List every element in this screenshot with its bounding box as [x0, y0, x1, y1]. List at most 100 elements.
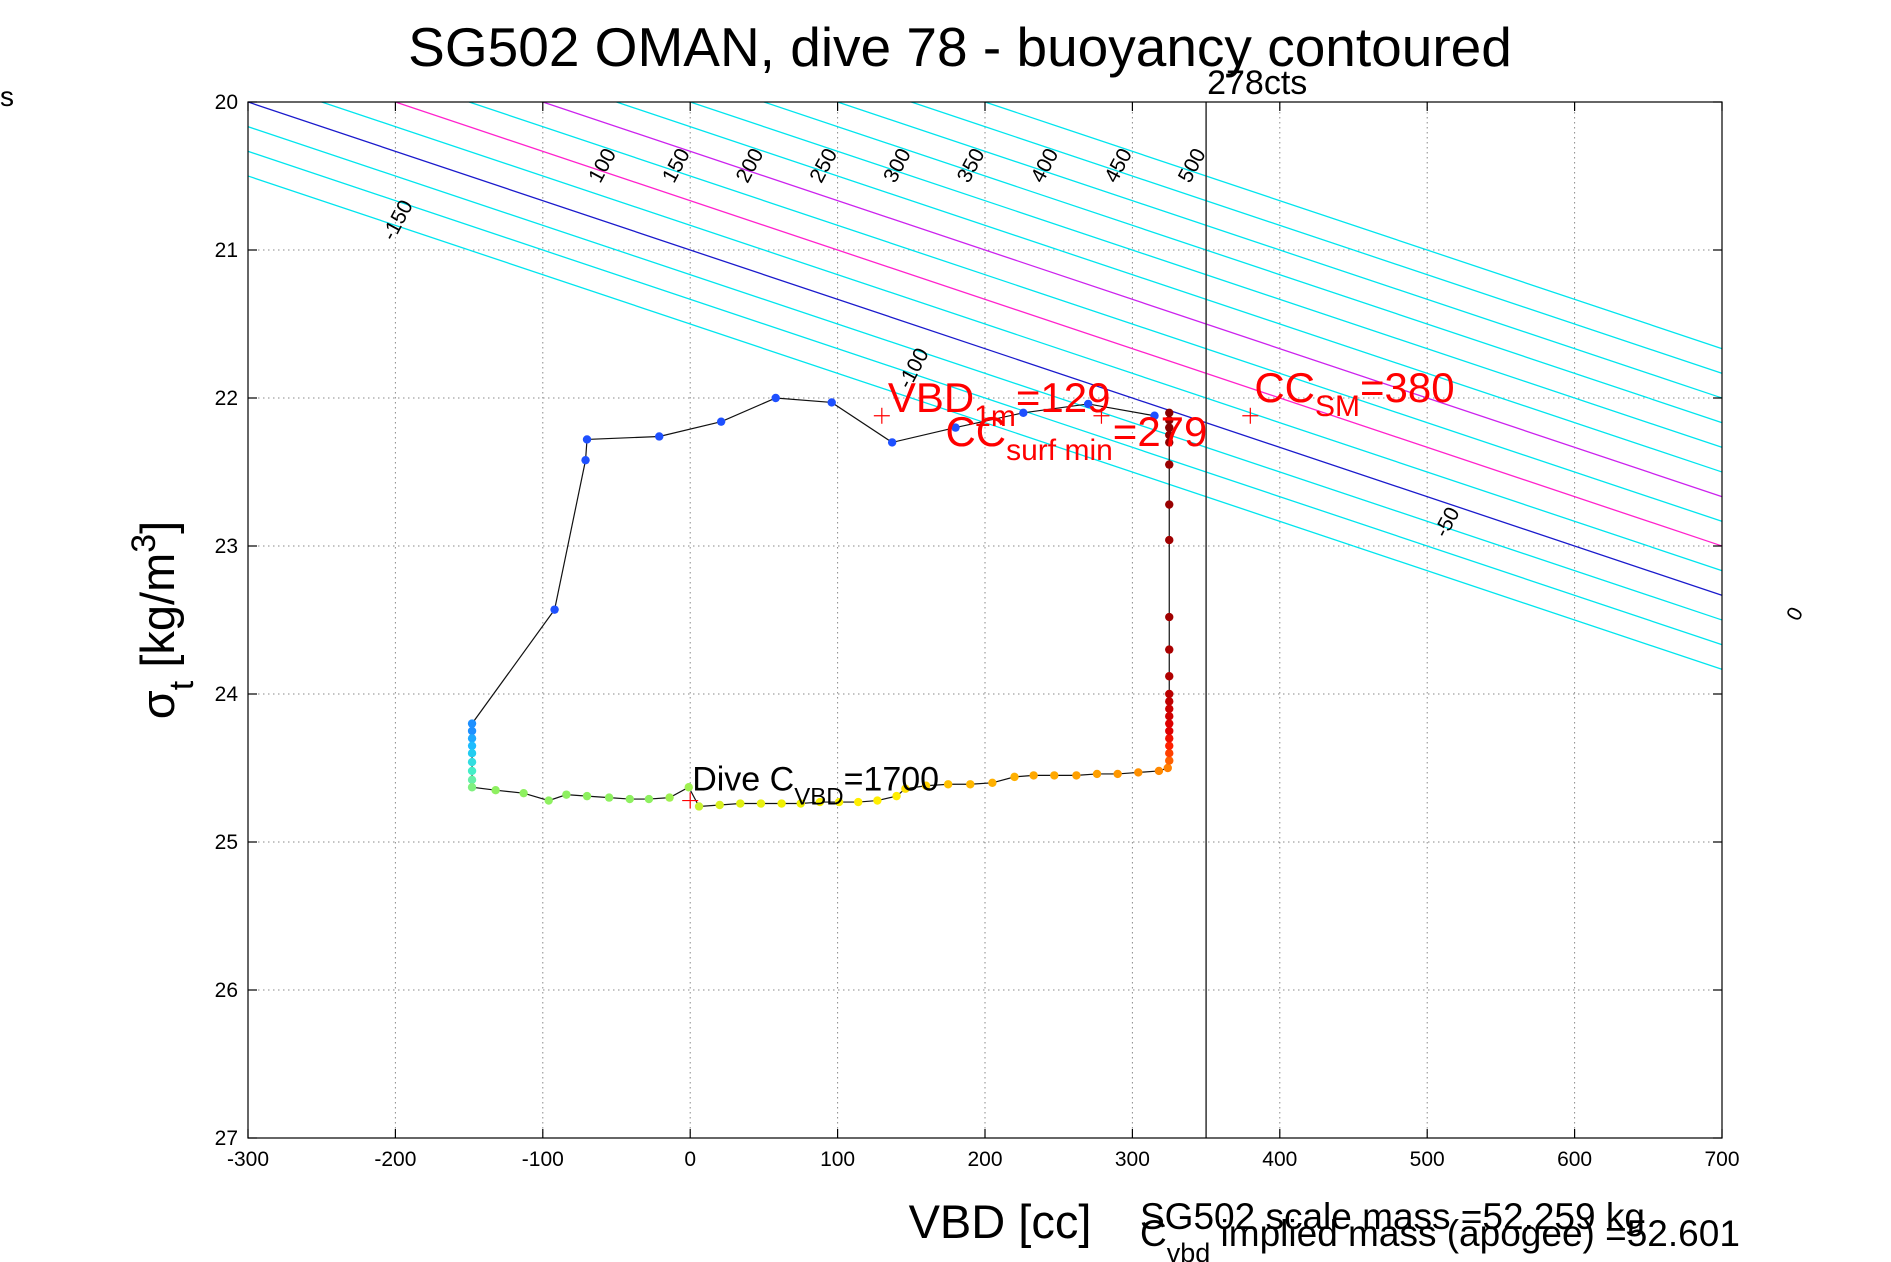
track-point [1165, 689, 1174, 699]
track-point [467, 783, 477, 792]
scale-mass-text: SG502 scale mass =52.259 kg [1140, 1196, 1645, 1237]
track-point [771, 393, 780, 403]
marker-label: CCsurf min=279 [945, 408, 1207, 467]
contour-line-50 [319, 102, 1722, 572]
track-point [1165, 704, 1174, 713]
track-point [467, 734, 477, 743]
track-point [1165, 756, 1174, 765]
x-tick-label: -100 [522, 1148, 564, 1171]
track-point [467, 726, 477, 736]
track-point [834, 797, 844, 807]
contour-line-300 [688, 102, 1722, 449]
track-point [467, 749, 477, 758]
track-point [467, 719, 477, 728]
corner-text: s [0, 81, 14, 112]
y-tick-label: 21 [215, 239, 238, 262]
track-point [1165, 712, 1174, 721]
x-tick-label: 100 [820, 1148, 855, 1171]
track-point [777, 799, 786, 808]
contour-line--100 [248, 150, 1722, 646]
x-tick-label: -300 [227, 1148, 269, 1171]
track-point [1165, 719, 1174, 728]
grid [247, 101, 1723, 1139]
y-tick-label: 22 [215, 387, 238, 410]
contour-line-150 [467, 102, 1722, 523]
track-point [1154, 766, 1164, 776]
contour-label-500: 500 [1174, 145, 1211, 187]
track-point [1010, 772, 1019, 782]
x-tick-label: 600 [1557, 1148, 1592, 1171]
contour-line-200 [540, 102, 1722, 498]
track-point [873, 796, 882, 805]
track-point [544, 796, 553, 805]
y-tick-label: 27 [215, 1127, 238, 1150]
track-point [491, 786, 500, 795]
track-point [1165, 741, 1174, 750]
contour-label--50: -50 [1430, 503, 1465, 541]
contour-line-0 [248, 102, 1722, 597]
track-point [625, 794, 634, 804]
chart-title: SG502 OMAN, dive 78 - buoyancy contoured [408, 16, 1512, 78]
track-point [1113, 769, 1122, 779]
track-point [519, 788, 528, 798]
annotations: VBD1m=129 CCSM=380 CCsurf min=279 Dive CVBD… [682, 364, 1455, 811]
contour-line-450 [909, 102, 1722, 375]
x-tick-label: -200 [374, 1148, 416, 1171]
track-point [582, 435, 592, 444]
implied-mass-text: Cvbd implied mass (apogee) =52.601 [1140, 1213, 1740, 1262]
track-point [1150, 411, 1159, 420]
track-point [1029, 771, 1038, 780]
track-point [1165, 612, 1174, 622]
track-point [694, 802, 704, 811]
track-point [1019, 408, 1028, 417]
marker-label: CCSM=380 [1254, 364, 1454, 423]
track-point [562, 790, 571, 799]
track-point [756, 799, 766, 808]
track-point [604, 793, 614, 802]
track-point [1165, 645, 1174, 654]
y-tick-label: 26 [215, 979, 238, 1002]
track-point [943, 780, 953, 789]
track-point [1165, 438, 1174, 447]
track-point [892, 791, 901, 801]
track-point [736, 799, 745, 808]
x-tick-label: 200 [967, 1148, 1002, 1171]
track-point [1165, 460, 1174, 469]
track-point [716, 417, 726, 426]
track-point [1165, 734, 1174, 743]
track-point [1050, 771, 1059, 780]
x-tick-label: 0 [684, 1148, 696, 1171]
track-point [1072, 771, 1081, 780]
buoyancy-contours [248, 102, 1722, 671]
track-point [1165, 697, 1174, 706]
track-point [921, 781, 931, 790]
x-tick-label: 400 [1262, 1148, 1297, 1171]
track-point [581, 455, 590, 465]
x-tick-label: 300 [1115, 1148, 1150, 1171]
track-point [887, 438, 897, 447]
reference-line: 278cts [1205, 64, 1307, 1138]
track-point [815, 797, 825, 807]
track-point [1163, 763, 1172, 773]
track-point [951, 423, 960, 432]
contour-label--150: -150 [378, 196, 418, 244]
x-tick-label: 500 [1410, 1148, 1445, 1171]
track-point [665, 793, 674, 802]
track-point [1092, 769, 1102, 779]
track-point [796, 799, 805, 808]
contour-line-500 [982, 102, 1722, 350]
track-point [1165, 416, 1174, 425]
track-point [1134, 768, 1143, 777]
y-tick-label: 23 [215, 535, 238, 558]
axes: -300 -200 -100 0 100 200 300 400 500 600 700 20 21 22… [215, 91, 1740, 1171]
track-point [827, 398, 836, 407]
track-point [1165, 672, 1174, 681]
track-point [1165, 408, 1174, 417]
contour-line--50 [248, 125, 1722, 621]
track-point [966, 780, 975, 789]
y-tick-label: 25 [215, 831, 238, 854]
contour-label-0: 0 [1782, 603, 1808, 624]
y-tick-label: 20 [215, 91, 238, 114]
track-point [715, 800, 724, 810]
